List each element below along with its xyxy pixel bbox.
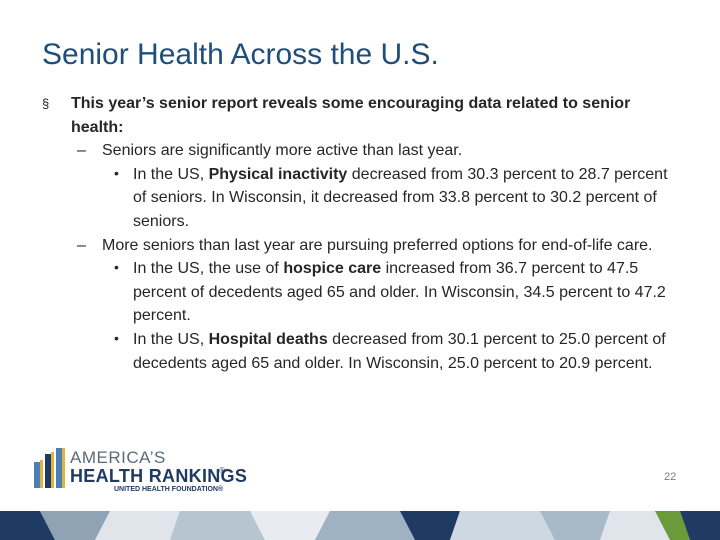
logo-text-health-rankings: HEALTH RANKINGS [70,466,248,486]
bullet-intro-text: This year’s senior report reveals some e… [71,95,631,136]
logo-registered-mark: ® [219,466,225,475]
sub-bullet-end-of-life-text: More seniors than last year are pursuing… [102,236,653,254]
item-text-post: decreased from 30.3 percent to 28.7 perc… [133,165,668,230]
slide-content: § This year’s senior report reveals some… [0,92,720,375]
dot-bullet-icon: • [114,259,119,276]
dash-bullet-icon: – [77,236,86,254]
square-bullet-icon: § [42,96,50,111]
item-text-post: increased from 36.7 percent to 47.5 perc… [133,260,666,325]
sub-bullet-activity: – Seniors are significantly more active … [0,139,662,163]
item-text-pre: In the US, the use of [133,260,284,278]
footer-pattern-icon [0,511,720,540]
item-text-bold: Physical inactivity [208,165,348,183]
sub-bullet-activity-text: Seniors are significantly more active th… [102,142,463,160]
decorative-footer-band [0,511,720,540]
item-text-bold: hospice care [283,260,382,278]
item-hospice-care: • In the US, the use of hospice care inc… [0,257,678,328]
sub-bullet-end-of-life: – More seniors than last year are pursui… [0,234,662,258]
item-text-pre: In the US, [133,165,209,183]
americas-health-rankings-logo: AMERICA’S HEALTH RANKINGS ® UNITED HEALT… [32,444,247,496]
item-hospital-deaths: • In the US, Hospital deaths decreased f… [0,328,678,375]
item-physical-inactivity: • In the US, Physical inactivity decreas… [0,163,678,234]
logo-text-united-health-foundation: UNITED HEALTH FOUNDATION® [114,486,224,493]
bar-chart-logo-icon [34,448,65,488]
dash-bullet-icon: – [77,142,86,160]
dot-bullet-icon: • [114,329,119,346]
item-text-pre: In the US, [133,330,209,348]
dot-bullet-icon: • [114,164,119,181]
slide-title: Senior Health Across the U.S. [42,38,439,71]
bullet-intro: § This year’s senior report reveals some… [0,92,651,139]
item-text-bold: Hospital deaths [208,330,328,348]
page-number: 22 [664,471,677,483]
item-text-post: decreased from 30.1 percent to 25.0 perc… [133,330,666,372]
logo-text-americas: AMERICA’S [70,448,166,467]
